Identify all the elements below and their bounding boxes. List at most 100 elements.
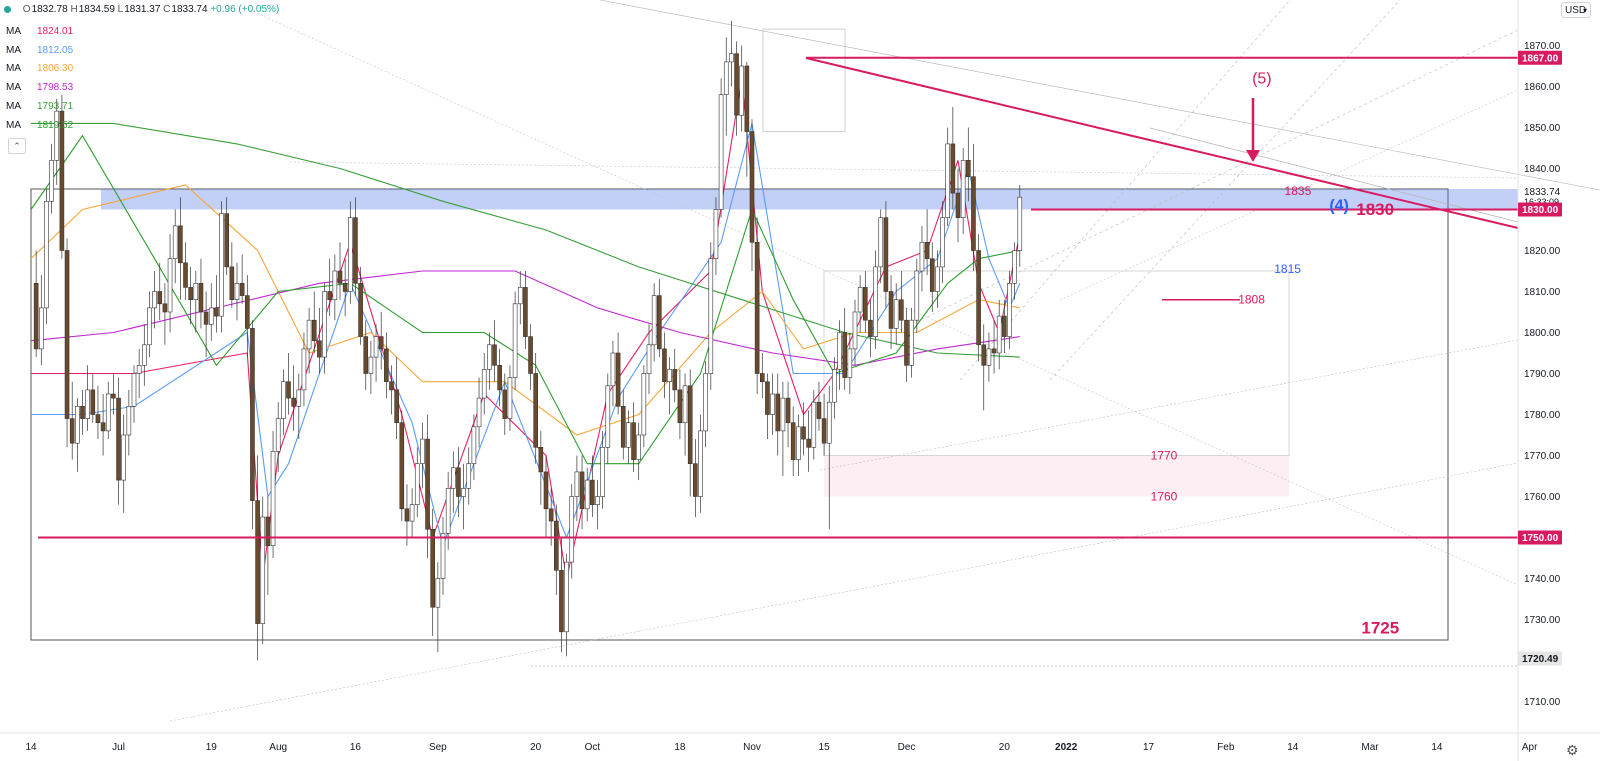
ma-legend-row[interactable]: MA 1793.71: [6, 101, 73, 112]
time-axis[interactable]: 14 Jul 19 Aug 16 Sep 20 Oct 18 Nov 15 Dec 20 2022 17 Fe…: [0, 732, 1600, 753]
price-tick-label: 1710.00: [1524, 697, 1561, 708]
open-label: O: [22, 4, 31, 15]
price-badge: 1867.00: [1518, 50, 1562, 65]
trend-line: [599, 0, 1600, 191]
currency-selector[interactable]: USD ▾: [1561, 2, 1591, 18]
bearish-candle-body: [342, 282, 348, 292]
annotation-4: (4): [1329, 198, 1349, 215]
candle: [456, 447, 461, 517]
bullish-candle-body: [600, 446, 605, 497]
ma-label: MA: [6, 63, 21, 75]
price-axis[interactable]: 1710.001720.001730.001740.001750.001760.…: [1517, 0, 1562, 761]
ma-legend-row[interactable]: MA 1812.05: [6, 45, 73, 56]
candle: [327, 258, 333, 317]
candle: [152, 271, 157, 329]
candle: [142, 324, 147, 386]
price-badge-bg: [1518, 530, 1562, 545]
ma-legend-row[interactable]: MA 1824.01: [6, 26, 73, 37]
bearish-candle-body: [317, 340, 322, 358]
bearish-candle-body: [363, 336, 369, 374]
time-tick-label: 19: [206, 742, 218, 753]
bearish-candle-body: [759, 373, 765, 382]
candle: [703, 361, 708, 448]
open-value: 1832.78: [31, 4, 68, 15]
bullish-candle-body: [38, 307, 44, 350]
collapse-legend-button[interactable]: ⌃: [8, 138, 26, 154]
candle: [847, 332, 853, 394]
bearish-candle-body: [203, 311, 209, 325]
bearish-candle-body: [528, 336, 533, 374]
bullish-candle-body: [914, 270, 920, 321]
candle: [729, 20, 734, 87]
bearish-candle-body: [80, 405, 85, 419]
candle: [353, 197, 358, 296]
candle: [255, 455, 260, 661]
bearish-candle-body: [888, 291, 894, 329]
time-tick-label: Dec: [898, 742, 916, 753]
candle: [420, 422, 425, 489]
time-tick-label: 16: [350, 742, 362, 753]
candle: [904, 307, 909, 382]
bullish-candle-body: [811, 401, 817, 448]
price-tick-label: 1840.00: [1524, 164, 1561, 175]
bearish-candle-body: [502, 389, 508, 419]
trendlines: [169, 0, 1600, 722]
price-tick-label: 1770.00: [1524, 451, 1561, 462]
ma-value: 1812.05: [37, 44, 74, 56]
candle: [399, 410, 405, 522]
candle: [409, 488, 415, 538]
candle: [636, 422, 642, 481]
candle: [250, 320, 255, 530]
bearish-candle-body: [543, 471, 549, 510]
bullish-candle-body: [105, 393, 111, 432]
candle: [347, 201, 353, 304]
price-tick-label: 1850.00: [1524, 123, 1561, 134]
bullish-candle-body: [306, 319, 312, 350]
bullish-candle-body: [837, 332, 842, 370]
last-price-label: 1833.74: [1524, 187, 1561, 198]
candle: [754, 217, 760, 394]
bullish-candle-body: [1012, 250, 1017, 284]
bearish-candle-body: [33, 282, 39, 350]
candle: [811, 389, 817, 460]
candle: [935, 250, 940, 308]
bullish-candle-body: [512, 303, 518, 378]
ma-legend-row[interactable]: MA 1798.53: [6, 82, 73, 93]
candle: [615, 332, 621, 415]
ma-legend-row[interactable]: MA 1806.30: [6, 63, 73, 74]
bullish-candle-body: [826, 401, 832, 444]
price-tick-label: 1790.00: [1524, 369, 1561, 380]
bullish-candle-body: [857, 287, 863, 313]
bullish-candle-body: [796, 426, 801, 460]
candle: [492, 320, 497, 382]
candle: [394, 357, 399, 440]
candle: [801, 402, 806, 456]
bearish-candle-body: [59, 110, 65, 251]
bearish-candle-body: [548, 508, 554, 522]
bullish-candle-body: [440, 533, 446, 579]
candle: [332, 254, 338, 321]
annotation-1760: 1760: [1151, 490, 1178, 504]
trend-line: [169, 462, 1519, 722]
bullish-candle-body: [301, 348, 307, 391]
bullish-candle-body: [852, 311, 858, 350]
bearish-candle-body: [425, 438, 430, 530]
candle: [770, 373, 775, 435]
candle: [965, 127, 971, 202]
ma-legend-row[interactable]: MA 1819.52: [6, 120, 73, 131]
bearish-candle-body: [327, 291, 333, 300]
bullish-candle-body: [605, 385, 611, 448]
candle: [698, 414, 703, 513]
bearish-candle-body: [965, 160, 971, 178]
gear-icon[interactable]: ⚙: [1566, 742, 1579, 758]
candle: [1012, 242, 1017, 300]
candle: [780, 381, 786, 476]
candle: [888, 275, 894, 349]
candle: [358, 266, 363, 345]
candle: [991, 320, 997, 374]
ma-value: 1798.53: [37, 82, 74, 94]
bearish-candle-body: [950, 143, 956, 194]
candle: [507, 365, 513, 431]
